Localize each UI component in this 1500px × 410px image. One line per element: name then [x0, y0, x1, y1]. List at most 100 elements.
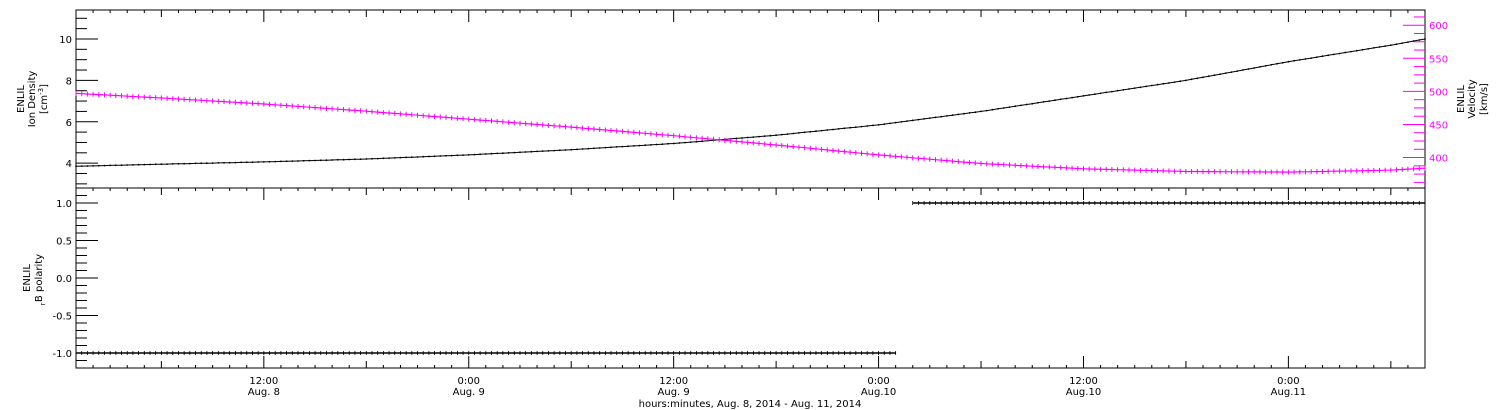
density-point [1287, 60, 1290, 63]
density-point [849, 126, 851, 129]
density-point [1276, 62, 1278, 65]
density-point [883, 123, 886, 125]
density-point [1071, 96, 1073, 99]
density-point [1224, 72, 1227, 74]
density-point [547, 150, 550, 152]
density-point [758, 135, 760, 138]
density-point [319, 159, 322, 162]
density-point [200, 162, 203, 165]
density-point [262, 161, 265, 163]
density-point [1179, 80, 1182, 83]
density-point [445, 154, 447, 157]
density-point [928, 117, 931, 119]
density-point [678, 142, 681, 144]
density-point [1042, 101, 1045, 103]
density-point [280, 160, 282, 163]
density-point [684, 141, 686, 144]
density-point [291, 160, 294, 163]
density-point [137, 163, 140, 166]
density-point [775, 134, 777, 137]
density-point [1304, 58, 1307, 60]
velocity-axis-label-line3: [km/s] [1479, 83, 1490, 115]
density-point [507, 152, 510, 154]
density-point [462, 154, 464, 157]
density-point [484, 153, 487, 155]
x-tick-label-date: Aug.11 [1271, 387, 1306, 398]
density-point [1259, 66, 1261, 68]
density-point [188, 162, 191, 165]
density-point [604, 146, 607, 149]
density-point [422, 155, 425, 158]
density-point [615, 146, 618, 148]
density-point [308, 159, 311, 162]
density-point [1156, 83, 1159, 86]
density-point [109, 164, 112, 167]
density-point [467, 154, 470, 156]
density-point [496, 152, 499, 155]
density-point [348, 158, 351, 161]
density-axis-tick-label: 8 [66, 76, 72, 87]
x-tick-label-time: 12:00 [659, 376, 688, 387]
x-tick-label-date: Aug. 9 [453, 387, 485, 398]
density-point [1037, 101, 1039, 104]
density-point [820, 129, 823, 132]
density-point [951, 114, 954, 117]
density-point [854, 126, 857, 129]
density-point [780, 133, 783, 136]
density-point [166, 163, 169, 166]
density-point [1293, 59, 1295, 62]
density-point [940, 115, 943, 118]
density-point [399, 156, 402, 159]
density-point [798, 132, 800, 134]
density-point [1344, 51, 1347, 54]
density-point [593, 147, 595, 150]
density-point [860, 125, 863, 128]
density-point [1378, 46, 1381, 48]
density-point [809, 130, 812, 133]
density-point [1190, 78, 1193, 81]
velocity-axis-tick-label: 600 [1429, 21, 1448, 32]
density-point [963, 112, 965, 115]
density-point [843, 127, 846, 130]
density-point [1367, 48, 1369, 50]
density-point [393, 157, 396, 159]
density-point [1270, 63, 1273, 66]
density-point [428, 155, 430, 158]
density-point [80, 165, 83, 168]
density-point [1327, 54, 1330, 57]
density-point [223, 161, 225, 164]
density-point [1099, 92, 1102, 95]
density-point [832, 128, 834, 131]
density-point [405, 156, 407, 159]
density-point [826, 129, 829, 131]
density-point [877, 124, 880, 126]
x-axis-title: hours:minutes, Aug. 8, 2014 - Aug. 11, 2… [639, 399, 862, 410]
density-point [154, 163, 157, 166]
density-point [558, 149, 561, 152]
density-point [1316, 56, 1318, 58]
density-point [257, 161, 259, 163]
density-point [149, 163, 151, 166]
density-point [143, 163, 146, 166]
density-point [1020, 104, 1022, 107]
density-point [297, 160, 299, 162]
density-point [872, 124, 874, 127]
density-point [667, 142, 669, 145]
x-tick-label-date: Aug. 9 [658, 387, 690, 398]
density-point [365, 158, 368, 160]
velocity-axis-tick-label: 550 [1429, 54, 1448, 65]
density-point [416, 156, 419, 158]
density-point [1054, 99, 1056, 102]
density-point [815, 130, 817, 133]
density-point [285, 160, 288, 163]
density-point [1230, 71, 1233, 73]
density-point [1361, 48, 1364, 51]
density-point [1247, 68, 1250, 70]
density-point [240, 161, 243, 164]
density-axis-label-line1: ENLIL [16, 85, 27, 113]
density-point [1002, 107, 1005, 109]
density-axis-tick-label: 6 [66, 118, 72, 129]
density-point [450, 154, 453, 157]
density-point [741, 137, 743, 139]
density-point [410, 156, 413, 159]
